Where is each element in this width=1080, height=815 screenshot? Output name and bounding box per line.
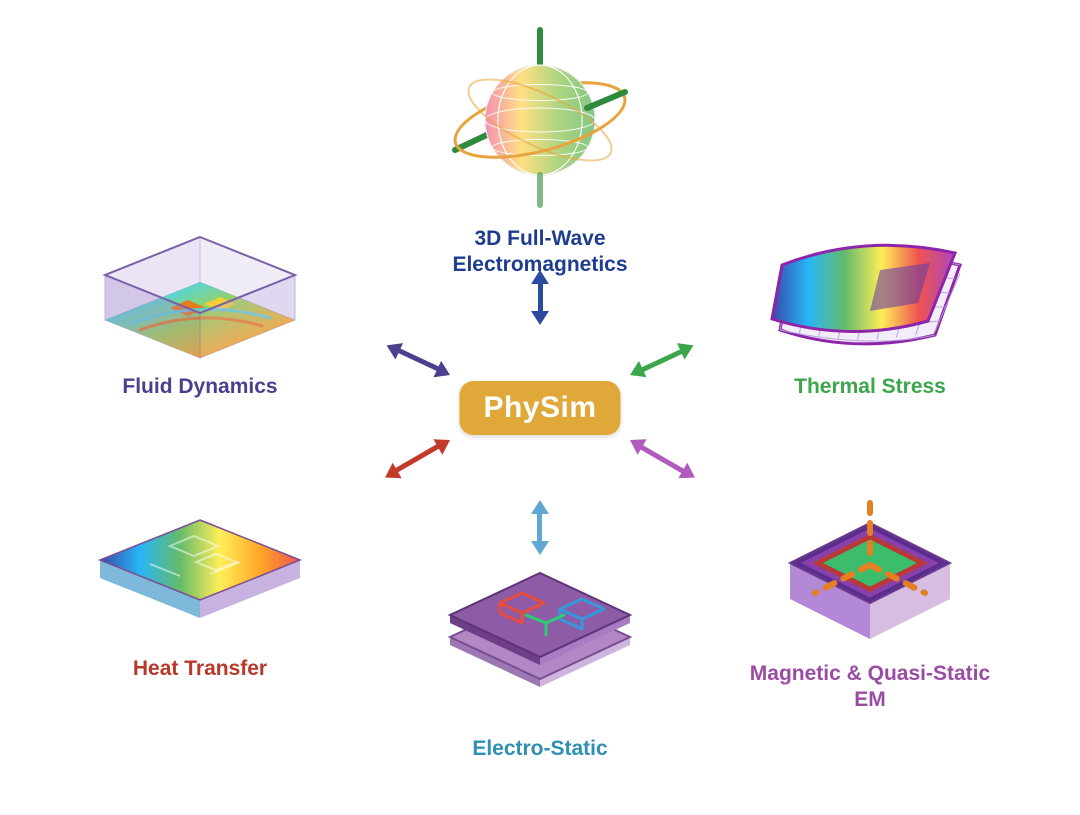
label-electro: Electro-Static [410,736,670,762]
magnetic-box-icon [760,485,980,660]
center-hub-box: PhySim [459,381,620,435]
arrow-to-fluid [387,345,450,375]
thermal-sheet-icon [760,215,980,380]
sphere-em-icon [440,20,640,215]
center-label: PhySim [483,391,596,424]
heat-plate-icon [80,490,320,655]
fluid-box-icon [80,210,320,385]
arrow-to-magnetic [630,440,695,478]
label-em3d: 3D Full-WaveElectromagnetics [410,226,670,279]
label-heat: Heat Transfer [70,656,330,682]
diagram-stage: PhySim 3D Full-WaveElectromagnetics Ther… [0,0,1080,815]
arrow-to-thermal [630,345,693,375]
electro-plate-icon [425,545,655,720]
label-magnetic: Magnetic & Quasi-StaticEM [740,661,1000,714]
arrow-to-heat [385,440,450,478]
